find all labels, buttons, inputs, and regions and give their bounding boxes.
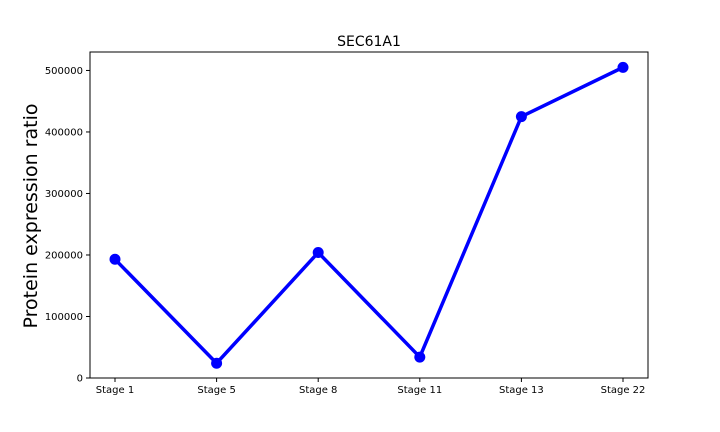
y-tick-label: 0 — [77, 374, 83, 385]
series-layer — [109, 61, 629, 369]
data-point — [312, 247, 324, 259]
data-point — [515, 111, 527, 123]
y-tick-label: 200000 — [45, 250, 83, 261]
y-tick-label: 300000 — [45, 189, 83, 200]
x-tick-label: Stage 13 — [499, 385, 544, 396]
x-tick-label: Stage 11 — [397, 385, 442, 396]
x-axis-ticks: Stage 1 Stage 5 Stage 8 Stage 11 Stage 13 Sta… — [96, 378, 646, 396]
x-tick-label: Stage 1 — [96, 385, 134, 396]
y-tick-label: 100000 — [45, 312, 83, 323]
x-tick-label: Stage 22 — [601, 385, 646, 396]
data-point — [211, 357, 223, 369]
y-axis-label: Protein expression ratio — [20, 104, 42, 329]
data-point — [414, 351, 426, 363]
x-tick-label: Stage 5 — [197, 385, 235, 396]
data-point — [617, 61, 629, 73]
data-point — [109, 253, 121, 265]
y-tick-label: 500000 — [45, 66, 83, 77]
y-axis-ticks: 0 100000 200000 300000 400000 500000 — [45, 66, 90, 385]
series-line — [113, 65, 624, 365]
x-tick-label: Stage 8 — [299, 385, 337, 396]
y-tick-label: 400000 — [45, 127, 83, 138]
plot-area-frame — [89, 51, 649, 379]
chart-title: SEC61A1 — [337, 34, 401, 50]
